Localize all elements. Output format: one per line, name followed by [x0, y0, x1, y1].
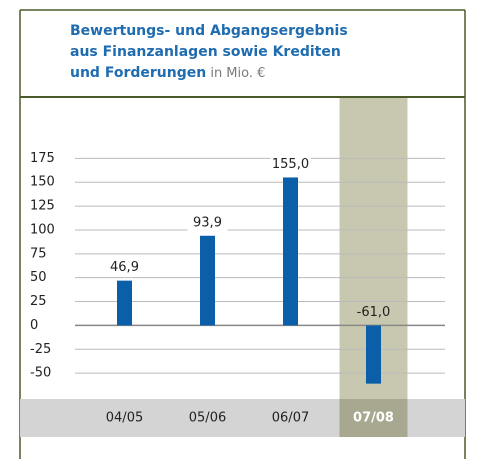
value-label-bg: [353, 304, 394, 321]
y-tick-label: 50: [30, 270, 47, 285]
x-tick-label: 05/06: [189, 411, 226, 426]
bar: [117, 280, 132, 326]
value-label-bg: [270, 156, 311, 173]
y-tick-label: 0: [30, 318, 38, 333]
value-label: 46,9: [110, 260, 139, 275]
chart-title: und Forderungen: [70, 65, 206, 81]
value-label-bg: [187, 214, 228, 231]
highlight-category: [339, 399, 408, 437]
bar: [200, 235, 215, 326]
unit: in Mio. €: [210, 66, 265, 81]
bar: [283, 177, 298, 326]
y-tick-label: 25: [30, 294, 47, 309]
bar: [366, 325, 381, 384]
chart-title: und Forderungen in Mio. €: [70, 65, 265, 81]
x-tick-label: 06/07: [272, 411, 309, 426]
x-tick-label: 07/08: [353, 411, 394, 426]
y-tick-label: -25: [30, 342, 51, 357]
y-tick-label: 150: [30, 175, 55, 190]
value-label-bg: [104, 259, 145, 276]
highlight-column: [339, 97, 408, 437]
y-tick-label: 75: [30, 246, 47, 261]
value-label: 93,9: [193, 215, 222, 230]
value-label: -61,0: [357, 305, 391, 320]
y-tick-label: 175: [30, 151, 55, 166]
value-label: 155,0: [272, 157, 309, 172]
plot: -50 -25 0 25 50 75 100 125 150 175 04/05 46,9 05/06 9…: [20, 97, 465, 437]
x-tick-label: 04/05: [106, 411, 143, 426]
y-tick-label: -50: [30, 366, 51, 381]
y-tick-label: 100: [30, 222, 55, 237]
chart-title: aus Finanzanlagen sowie Krediten: [70, 44, 341, 60]
chart-title: Bewertungs- und Abgangsergebnis: [70, 23, 348, 39]
y-tick-label: 125: [30, 199, 55, 214]
